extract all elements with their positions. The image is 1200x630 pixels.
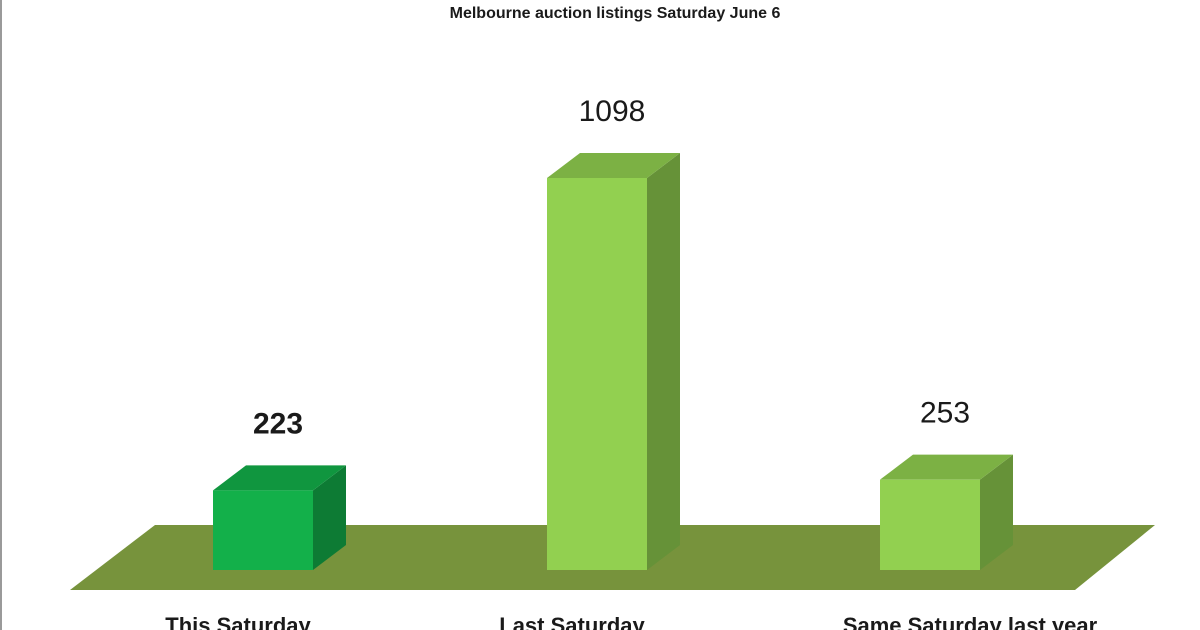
bar-top <box>880 454 1013 480</box>
bar-side <box>647 153 680 570</box>
value-label: 1098 <box>579 95 646 128</box>
bar <box>213 490 313 570</box>
value-label: 223 <box>253 407 303 440</box>
category-label: Last Saturday <box>499 613 645 630</box>
chart-title: Melbourne auction listings Saturday June… <box>450 5 781 22</box>
category-label: Same Saturday last year <box>843 613 1098 630</box>
bar <box>880 479 980 570</box>
category-label: This Saturday <box>165 613 311 630</box>
bar-top <box>547 153 680 178</box>
value-label: 253 <box>920 397 970 430</box>
bar-side <box>313 465 346 570</box>
bar-top <box>213 465 346 491</box>
bar-side <box>980 454 1013 570</box>
bar <box>547 178 647 570</box>
